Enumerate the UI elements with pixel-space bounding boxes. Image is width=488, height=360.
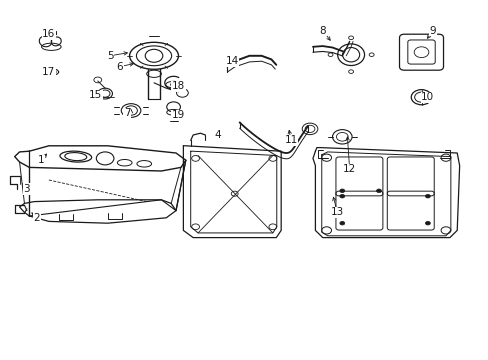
Text: 7: 7 [123,108,130,118]
Text: 6: 6 [116,62,123,72]
Text: 17: 17 [42,67,56,77]
Text: 12: 12 [342,164,356,174]
Text: 10: 10 [421,92,433,102]
Circle shape [339,221,344,225]
Circle shape [339,194,344,198]
Circle shape [425,194,429,198]
Text: 9: 9 [428,26,435,36]
Circle shape [376,189,381,193]
Text: 3: 3 [23,184,30,194]
Text: 19: 19 [171,110,185,120]
Circle shape [339,189,344,193]
Text: 11: 11 [284,135,297,145]
Text: 5: 5 [106,51,113,61]
Text: 2: 2 [33,213,40,223]
Circle shape [425,221,429,225]
Text: 15: 15 [88,90,102,100]
Text: 4: 4 [214,130,221,140]
Text: 16: 16 [42,29,56,39]
Text: 8: 8 [319,26,325,36]
Text: 13: 13 [330,207,344,217]
Text: 14: 14 [225,56,239,66]
Text: 1: 1 [38,155,45,165]
Text: 18: 18 [171,81,185,91]
